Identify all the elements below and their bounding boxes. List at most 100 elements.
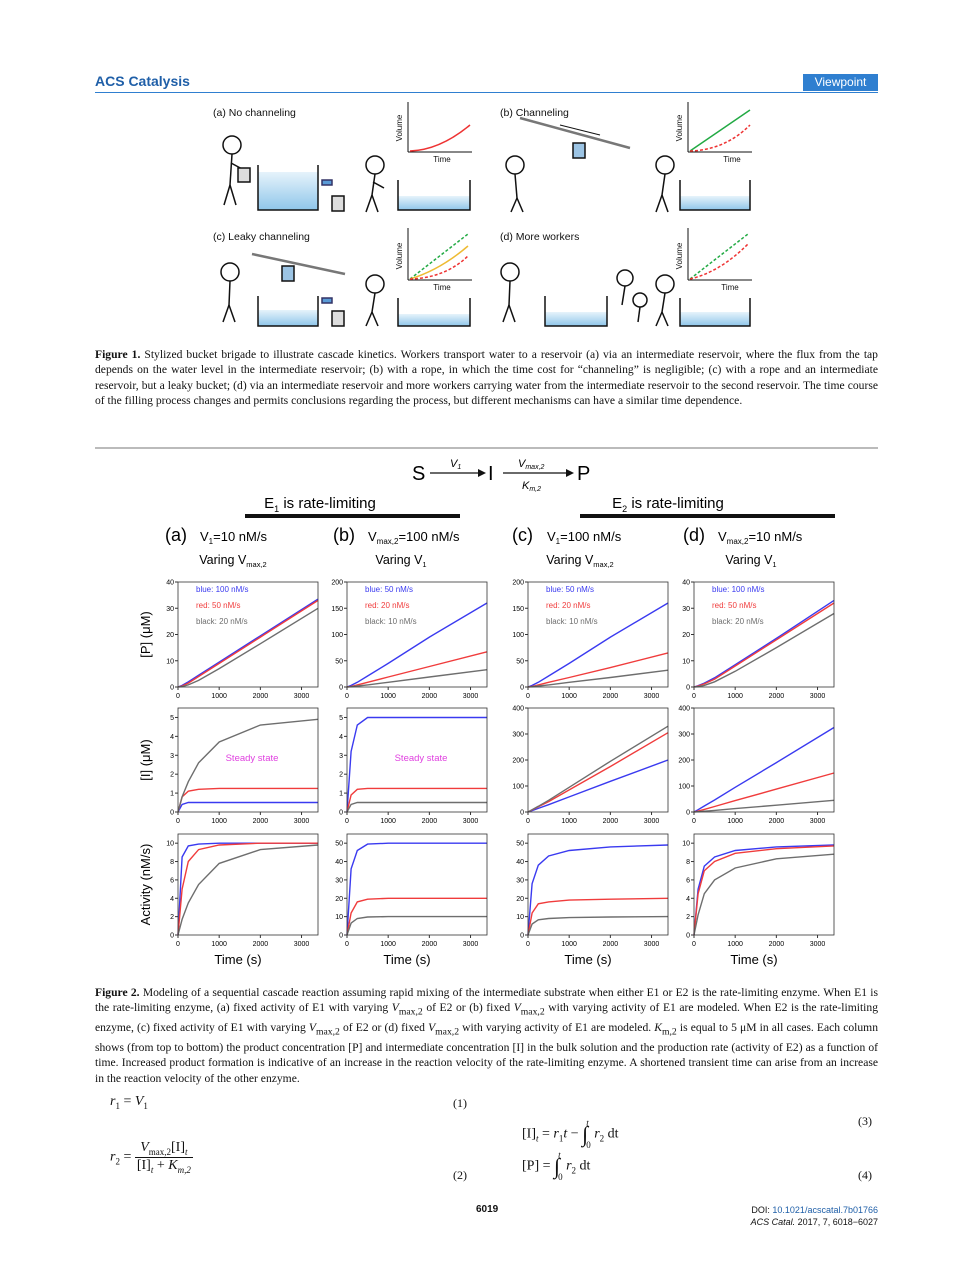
eq-op: dt xyxy=(607,1126,619,1142)
y-tick-label: 10 xyxy=(335,914,343,921)
caption-text: Modeling of a sequential cascade reactio… xyxy=(95,986,878,1015)
journal-abbrev: ACS Catal. xyxy=(750,1217,796,1227)
x-tick-label: 1000 xyxy=(211,941,227,948)
vary-text: Varing V xyxy=(725,553,773,567)
series-line xyxy=(346,897,487,936)
axis-label: Time xyxy=(723,155,741,164)
y-tick-label: 0 xyxy=(686,685,690,692)
legend-entry: red: 20 nM/s xyxy=(546,601,590,610)
caption-text: of E2 or (d) fixed xyxy=(339,1021,429,1035)
y-tick-label: 3 xyxy=(170,753,174,760)
figure-1: (a) No channeling Volume Time (b) Channe… xyxy=(213,102,752,327)
y-tick-label: 4 xyxy=(339,734,343,741)
series-line xyxy=(693,612,835,688)
doi-link[interactable]: 10.1021/acscatal.7b01766 xyxy=(772,1205,878,1215)
y-tick-label: 100 xyxy=(678,784,690,791)
figure-1-caption: Figure 1. Stylized bucket brigade to ill… xyxy=(95,347,878,409)
upper-limit: t xyxy=(558,1150,561,1160)
eq-sub: t xyxy=(185,1146,188,1157)
legend-entry: blue: 50 nM/s xyxy=(546,585,594,594)
eq-sub: m,2 xyxy=(177,1164,191,1175)
column-heading: E2 is rate-limiting xyxy=(612,495,724,514)
y-tick-label: 5 xyxy=(339,715,343,722)
caption-text: Stylized bucket brigade to illustrate ca… xyxy=(95,348,878,408)
section-rule xyxy=(95,447,878,449)
x-tick-label: 0 xyxy=(526,818,530,825)
x-axis-title: Time (s) xyxy=(214,952,261,967)
plot-frame xyxy=(693,833,835,936)
panel-vary: Varing Vmax,2 xyxy=(199,553,266,569)
y-tick-label: 1 xyxy=(170,791,174,798)
y-tick-label: 20 xyxy=(682,632,690,639)
fraction: Vmax,2[I]t [I]t + Km,2 xyxy=(134,1140,193,1175)
equation-number: (2) xyxy=(453,1168,467,1182)
caption-symbol: V xyxy=(428,1021,436,1035)
legend-entry: black: 20 nM/s xyxy=(196,617,248,626)
scheme-rate-sub: 1 xyxy=(457,464,461,471)
x-tick-label: 1000 xyxy=(727,818,743,825)
journal-name: ACS Catalysis xyxy=(95,73,190,89)
axis-label: Volume xyxy=(675,114,684,141)
eq-op: = xyxy=(123,1094,132,1109)
eq-symbol: K xyxy=(168,1157,178,1173)
denominator: [I]t + Km,2 xyxy=(135,1158,193,1175)
lower-limit: 0 xyxy=(586,1140,591,1150)
legend-entry: blue: 100 nM/s xyxy=(712,585,764,594)
heading-text: is rate-limiting xyxy=(279,495,376,512)
x-tick-label: 1000 xyxy=(561,693,577,700)
plot-frame xyxy=(346,833,488,936)
axis-label: Volume xyxy=(395,242,404,269)
y-tick-label: 5 xyxy=(170,715,174,722)
x-tick-label: 2000 xyxy=(603,818,619,825)
x-tick-label: 0 xyxy=(176,693,180,700)
legend-entry: black: 10 nM/s xyxy=(546,617,598,626)
footer-citation: DOI: 10.1021/acscatal.7b01766 ACS Catal. … xyxy=(751,1204,878,1228)
axis-label: Time xyxy=(433,155,451,164)
x-axis-title: Time (s) xyxy=(564,952,611,967)
eq-op: = xyxy=(542,1126,550,1142)
param-text: V xyxy=(200,529,209,544)
y-tick-label: 2 xyxy=(170,914,174,921)
x-tick-label: 2000 xyxy=(422,941,438,948)
y-tick-label: 100 xyxy=(512,632,524,639)
x-tick-label: 0 xyxy=(526,693,530,700)
vary-text: Varing V xyxy=(546,553,594,567)
heading-text: is rate-limiting xyxy=(627,495,724,512)
param-text: V xyxy=(547,529,556,544)
plot-frame xyxy=(177,581,319,688)
legend-entry: black: 20 nM/s xyxy=(712,617,764,626)
y-tick-label: 100 xyxy=(331,632,343,639)
y-tick-label: 40 xyxy=(335,859,343,866)
panel-param: V1=100 nM/s xyxy=(547,529,622,546)
y-tick-label: 40 xyxy=(682,580,690,587)
y-tick-label: 0 xyxy=(170,933,174,940)
scheme-rate: V1 xyxy=(450,458,461,471)
y-tick-label: 2 xyxy=(339,772,343,779)
eq-sub: 2 xyxy=(115,1156,120,1167)
x-tick-label: 3000 xyxy=(463,818,479,825)
caption-symbol: V xyxy=(391,1001,399,1015)
y-tick-label: 400 xyxy=(512,706,524,713)
series-line xyxy=(693,602,835,688)
x-axis-title: Time (s) xyxy=(383,952,430,967)
eq-symbol: V xyxy=(140,1140,149,1155)
x-tick-label: 2000 xyxy=(769,693,785,700)
vary-text: Varing V xyxy=(199,553,247,567)
x-tick-label: 3000 xyxy=(810,941,826,948)
y-tick-label: 2 xyxy=(170,772,174,779)
scheme-km: K xyxy=(522,480,530,492)
param-text: V xyxy=(368,529,377,544)
y-tick-label: 40 xyxy=(166,580,174,587)
param-sub: max,2 xyxy=(727,537,749,546)
equation: [P] = ∫t 0 r2 dt xyxy=(522,1150,590,1183)
x-tick-label: 3000 xyxy=(463,693,479,700)
x-tick-label: 3000 xyxy=(644,818,660,825)
x-tick-label: 0 xyxy=(345,941,349,948)
caption-sub: m,2 xyxy=(662,1026,677,1038)
series-line xyxy=(177,718,319,813)
y-tick-label: 4 xyxy=(686,896,690,903)
y-tick-label: 0 xyxy=(520,810,524,817)
eq-sub: 1 xyxy=(558,1133,564,1144)
column-heading: E1 is rate-limiting xyxy=(264,495,376,514)
y-tick-label: 20 xyxy=(335,896,343,903)
